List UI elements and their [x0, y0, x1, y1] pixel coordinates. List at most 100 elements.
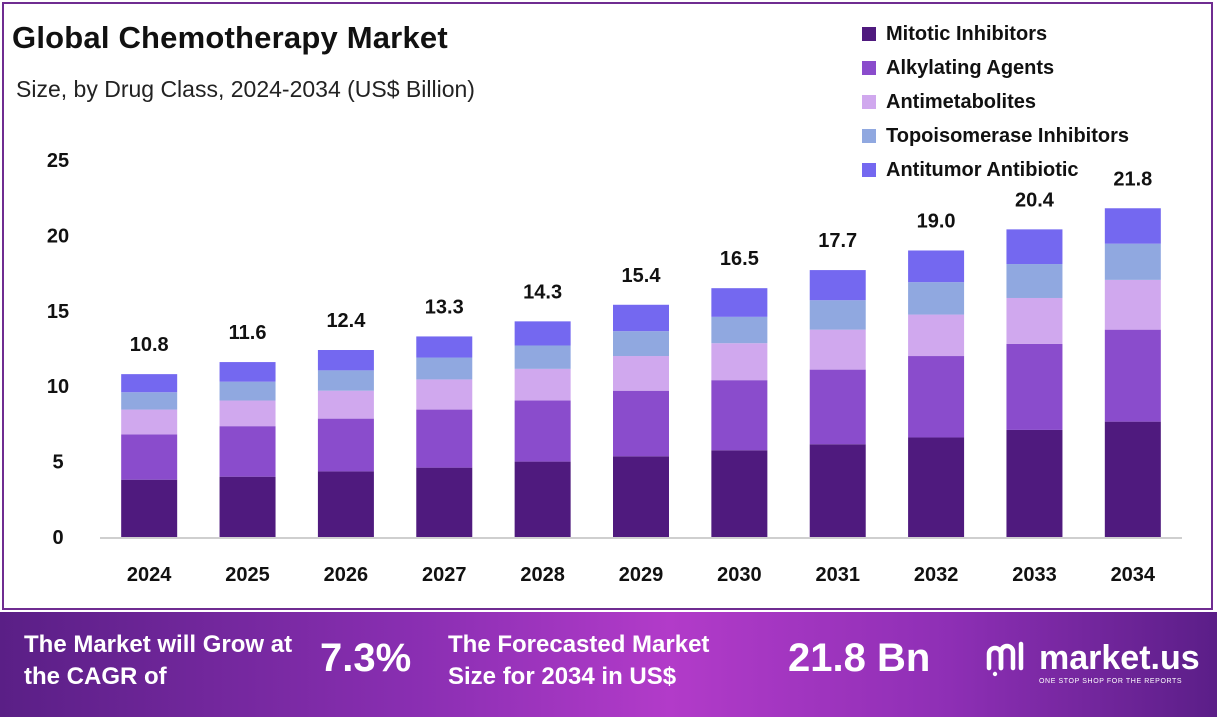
bar-segment-alkylating-agents	[121, 434, 178, 480]
legend-swatch	[862, 129, 876, 143]
bar-segment-antitumor-antibiotic	[809, 270, 866, 301]
x-tick-label: 2032	[914, 564, 959, 586]
forecast-size-value: 21.8 Bn	[788, 636, 931, 680]
bar-segment-antimetabolites	[416, 379, 473, 410]
bar-segment-alkylating-agents	[416, 409, 473, 468]
bar-segment-topoisomerase-inhibitors	[711, 316, 768, 344]
bar-segment-topoisomerase-inhibitors	[317, 370, 374, 391]
bar-segment-antimetabolites	[121, 409, 178, 435]
x-tick-label: 2031	[815, 564, 860, 586]
bar-segment-alkylating-agents	[908, 356, 965, 438]
bar-segment-alkylating-agents	[613, 390, 669, 457]
x-tick-label: 2033	[1012, 564, 1057, 586]
bar-segment-antimetabolites	[219, 400, 276, 427]
legend-label: Antitumor Antibiotic	[886, 158, 1079, 181]
bar-segment-mitotic-inhibitors	[908, 437, 965, 537]
bar-segment-mitotic-inhibitors	[514, 461, 571, 537]
bar-segment-topoisomerase-inhibitors	[121, 392, 178, 410]
legend-item-mitotic-inhibitors[interactable]: Mitotic Inhibitors	[862, 17, 1129, 51]
bar-total-label: 20.4	[1015, 189, 1055, 211]
x-tick-label: 2028	[520, 564, 565, 586]
bar-segment-antitumor-antibiotic	[1006, 229, 1063, 265]
x-tick-label: 2029	[619, 564, 664, 586]
bar-segment-topoisomerase-inhibitors	[809, 300, 866, 330]
bar-segment-mitotic-inhibitors	[613, 456, 669, 537]
market-us-logo-icon	[986, 641, 1024, 677]
y-tick-label: 5	[52, 452, 63, 474]
legend-swatch	[862, 95, 876, 109]
bar-segment-antitumor-antibiotic	[317, 350, 374, 371]
x-tick-label: 2030	[717, 564, 762, 586]
bar-segment-alkylating-agents	[317, 418, 374, 472]
bar-segment-topoisomerase-inhibitors	[1006, 264, 1063, 298]
bar-segment-alkylating-agents	[219, 426, 276, 477]
x-tick-label: 2026	[324, 564, 369, 586]
legend-label: Alkylating Agents	[886, 56, 1055, 79]
bar-total-label: 14.3	[523, 281, 562, 303]
legend-label: Mitotic Inhibitors	[886, 22, 1048, 45]
legend: Mitotic Inhibitors Alkylating Agents Ant…	[862, 17, 1129, 187]
brand[interactable]: market.us ONE STOP SHOP FOR THE REPORTS	[985, 638, 1200, 685]
bar-segment-topoisomerase-inhibitors	[613, 331, 669, 357]
bar-segment-antimetabolites	[1104, 279, 1161, 330]
bar-segment-antimetabolites	[613, 356, 669, 391]
legend-item-antitumor-antibiotic[interactable]: Antitumor Antibiotic	[862, 153, 1129, 187]
y-tick-label: 20	[47, 225, 69, 247]
bar-segment-topoisomerase-inhibitors	[219, 381, 276, 401]
legend-item-alkylating-agents[interactable]: Alkylating Agents	[862, 51, 1129, 85]
cagr-value: 7.3%	[320, 636, 412, 680]
bar-segment-antitumor-antibiotic	[514, 321, 571, 346]
bar-segment-mitotic-inhibitors	[809, 444, 866, 537]
legend-swatch	[862, 163, 876, 177]
cagr-label: The Market will Grow at the CAGR of	[24, 631, 293, 690]
chart-title: Global Chemotherapy Market	[12, 20, 448, 55]
bar-segment-alkylating-agents	[711, 380, 768, 451]
bar-total-label: 10.8	[130, 334, 169, 356]
bar-total-label: 11.6	[229, 322, 267, 344]
bar-segment-topoisomerase-inhibitors	[1104, 243, 1161, 280]
legend-label: Antimetabolites	[886, 90, 1037, 113]
bar-segment-antitumor-antibiotic	[121, 374, 178, 393]
bar-segment-antitumor-antibiotic	[416, 336, 473, 358]
brand-tagline: ONE STOP SHOP FOR THE REPORTS	[1039, 678, 1183, 685]
legend-swatch	[862, 27, 876, 41]
y-tick-label: 15	[47, 301, 69, 323]
bar-segment-antitumor-antibiotic	[219, 362, 276, 382]
bar-segment-antimetabolites	[711, 343, 768, 381]
legend-swatch	[862, 61, 876, 75]
bar-segment-topoisomerase-inhibitors	[908, 282, 965, 315]
y-tick-label: 25	[47, 150, 69, 172]
bar-segment-mitotic-inhibitors	[1006, 429, 1063, 537]
x-tick-label: 2025	[225, 564, 270, 586]
bar-segment-antitumor-antibiotic	[908, 250, 965, 283]
bar-total-label: 19.0	[917, 210, 956, 232]
bar-segment-alkylating-agents	[809, 369, 866, 445]
bar-total-label: 12.4	[326, 310, 366, 332]
chart-subtitle: Size, by Drug Class, 2024-2034 (US$ Bill…	[16, 76, 475, 102]
x-tick-label: 2034	[1111, 564, 1156, 586]
bar-segment-topoisomerase-inhibitors	[416, 357, 473, 380]
bar-segment-antimetabolites	[514, 368, 571, 401]
legend-item-topoisomerase-inhibitors[interactable]: Topoisomerase Inhibitors	[862, 119, 1129, 153]
footer-banner: The Market will Grow at the CAGR of 7.3%…	[0, 612, 1217, 717]
legend-item-antimetabolites[interactable]: Antimetabolites	[862, 85, 1129, 119]
y-tick-label: 10	[47, 376, 69, 398]
bar-segment-alkylating-agents	[1104, 329, 1161, 422]
bar-total-label: 16.5	[720, 248, 759, 270]
legend-label: Topoisomerase Inhibitors	[886, 124, 1129, 147]
bar-segment-alkylating-agents	[514, 400, 571, 462]
brand-name: market.us	[1039, 639, 1200, 677]
bar-segment-antitumor-antibiotic	[711, 288, 768, 317]
chart: 051015202510.8202411.6202512.4202613.320…	[47, 150, 1182, 586]
bar-segment-mitotic-inhibitors	[121, 479, 178, 537]
y-tick-label: 0	[52, 527, 63, 549]
bar-segment-mitotic-inhibitors	[416, 467, 473, 537]
bar-segment-mitotic-inhibitors	[219, 476, 276, 537]
bar-segment-mitotic-inhibitors	[1104, 421, 1161, 537]
bar-segment-antitumor-antibiotic	[613, 304, 669, 332]
x-tick-label: 2027	[422, 564, 467, 586]
x-tick-label: 2024	[127, 564, 172, 586]
bar-segment-antimetabolites	[809, 329, 866, 370]
bar-segment-mitotic-inhibitors	[711, 450, 768, 537]
bar-segment-antimetabolites	[1006, 297, 1063, 344]
